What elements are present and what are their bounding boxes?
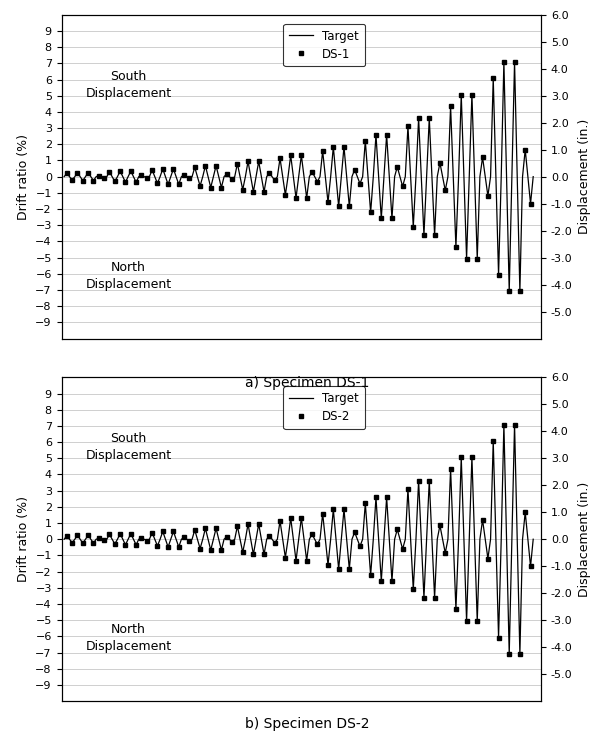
Text: a) Specimen DS-1: a) Specimen DS-1: [245, 376, 370, 390]
DS-2: [60, 535, 68, 544]
Target: [460, 172, 467, 181]
Y-axis label: Displacement (in.): Displacement (in.): [578, 482, 591, 597]
DS-2: [194, 535, 201, 544]
Target: [506, 287, 513, 296]
Y-axis label: Displacement (in.): Displacement (in.): [578, 119, 591, 234]
DS-2: [338, 535, 345, 544]
DS-2: [500, 420, 507, 429]
DS-2: [530, 535, 537, 544]
DS-1: [506, 287, 513, 296]
Target: [402, 172, 409, 181]
Target: [348, 172, 355, 181]
Text: b) Specimen DS-2: b) Specimen DS-2: [245, 717, 370, 731]
DS-1: [460, 172, 467, 181]
Target: [194, 172, 201, 181]
DS-1: [530, 172, 537, 181]
DS-1: [402, 172, 409, 181]
DS-1: [338, 172, 345, 181]
Legend: Target, DS-2: Target, DS-2: [284, 387, 365, 429]
DS-2: [460, 535, 467, 544]
DS-1: [500, 58, 507, 66]
Line: DS-1: DS-1: [63, 61, 534, 293]
Y-axis label: Drift ratio (%): Drift ratio (%): [17, 496, 30, 582]
Target: [210, 172, 217, 181]
Target: [506, 649, 513, 658]
Target: [60, 172, 68, 181]
DS-2: [210, 535, 217, 544]
Line: DS-2: DS-2: [63, 423, 534, 655]
Line: Target: Target: [64, 62, 533, 292]
Target: [338, 172, 345, 181]
Target: [60, 535, 68, 544]
Target: [530, 535, 537, 544]
DS-2: [506, 649, 513, 658]
Target: [530, 172, 537, 181]
Target: [460, 535, 467, 544]
DS-2: [348, 535, 355, 544]
Target: [500, 420, 507, 429]
Text: North
Displacement: North Displacement: [85, 624, 172, 653]
Target: [338, 535, 345, 544]
Legend: Target, DS-1: Target, DS-1: [284, 24, 365, 66]
DS-1: [60, 172, 68, 181]
DS-1: [210, 172, 217, 181]
Target: [348, 535, 355, 544]
Target: [402, 535, 409, 544]
DS-1: [194, 172, 201, 181]
Text: North
Displacement: North Displacement: [85, 261, 172, 291]
DS-1: [348, 172, 355, 181]
DS-2: [402, 535, 409, 544]
Target: [210, 535, 217, 544]
Text: South
Displacement: South Displacement: [85, 70, 172, 100]
Target: [500, 58, 507, 66]
Line: Target: Target: [64, 424, 533, 654]
Text: South
Displacement: South Displacement: [85, 432, 172, 463]
Target: [194, 535, 201, 544]
Y-axis label: Drift ratio (%): Drift ratio (%): [17, 134, 30, 220]
